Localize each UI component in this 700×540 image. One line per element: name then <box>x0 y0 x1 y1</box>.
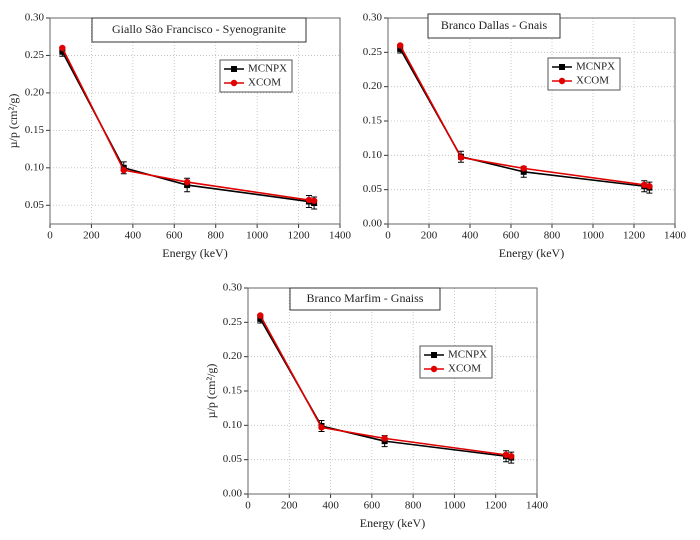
x-tick-label: 200 <box>421 230 438 242</box>
chart-title: Branco Marfim - Gnaiss <box>307 291 424 305</box>
y-tick-label: 0.20 <box>223 350 243 362</box>
marker <box>457 154 465 161</box>
x-tick-label: 800 <box>207 230 224 242</box>
marker <box>641 181 648 189</box>
x-tick-label: 1200 <box>485 500 508 512</box>
marker <box>257 312 264 319</box>
legend-label: MCNPX <box>576 61 615 73</box>
marker <box>381 435 388 442</box>
x-tick-label: 400 <box>462 230 479 242</box>
x-tick-label: 600 <box>364 500 381 512</box>
y-tick-label: 0.10 <box>25 161 45 173</box>
y-tick-label: 0.25 <box>363 46 383 58</box>
legend-label: MCNPX <box>248 63 287 75</box>
x-tick-label: 600 <box>503 230 520 242</box>
marker <box>507 453 515 460</box>
marker <box>396 42 404 49</box>
y-axis-label: µ/p (cm²/g) <box>6 94 20 149</box>
chart-title: Giallo São Francisco - Syenogranite <box>112 22 286 36</box>
marker <box>59 48 66 55</box>
chart: 0 200 400 600 800 1000 1200 1400 0.05 0.10 0.15 0.2… <box>6 12 352 260</box>
x-tick-label: 1400 <box>329 230 352 242</box>
series-line <box>259 315 512 458</box>
legend-label: XCOM <box>576 75 609 87</box>
x-axis-label: Energy (keV) <box>360 516 425 530</box>
chart: 0 200 400 600 800 1000 1200 1400 0.00 0.05 0.10 0.1… <box>204 282 549 530</box>
x-tick-label: 1000 <box>582 230 605 242</box>
marker <box>230 79 238 87</box>
y-tick-label: 0.10 <box>363 149 383 161</box>
y-tick-label: 0.15 <box>223 385 243 397</box>
x-tick-label: 200 <box>83 230 100 242</box>
marker <box>183 178 191 186</box>
legend-box <box>547 57 621 91</box>
y-tick-label: 0.05 <box>25 199 45 211</box>
y-tick-label: 0.00 <box>363 218 383 230</box>
y-tick-label: 0.00 <box>223 488 243 500</box>
x-tick-label: 1200 <box>623 230 646 242</box>
y-tick-label: 0.25 <box>25 49 45 61</box>
marker <box>305 196 313 204</box>
legend-box <box>219 59 293 93</box>
title-box <box>289 287 441 311</box>
y-tick-label: 0.05 <box>223 453 243 465</box>
y-tick-label: 0.15 <box>25 124 45 136</box>
y-tick-label: 0.30 <box>223 282 243 294</box>
chart-title: Branco Dallas - Gnais <box>441 18 548 32</box>
legend-label: XCOM <box>448 363 481 375</box>
x-tick-label: 0 <box>245 500 251 512</box>
title-box <box>427 13 561 39</box>
x-tick-label: 1400 <box>526 500 549 512</box>
marker <box>318 424 325 431</box>
title-box <box>91 17 307 43</box>
y-tick-label: 0.25 <box>223 316 243 328</box>
y-tick-label: 0.30 <box>363 12 383 24</box>
marker <box>397 45 404 52</box>
marker <box>520 168 527 175</box>
x-tick-label: 400 <box>322 500 339 512</box>
marker <box>59 44 66 52</box>
x-tick-label: 800 <box>544 230 561 242</box>
marker <box>431 352 437 358</box>
x-tick-label: 1000 <box>443 500 466 512</box>
x-axis-label: Energy (keV) <box>162 246 227 260</box>
legend-box <box>419 345 493 379</box>
y-tick-label: 0.10 <box>223 419 243 431</box>
x-tick-label: 0 <box>385 230 391 242</box>
marker <box>502 451 510 459</box>
y-axis-label: µ/p (cm²/g) <box>204 364 218 419</box>
x-axis-label: Energy (keV) <box>499 246 564 260</box>
y-tick-label: 0.05 <box>363 183 383 195</box>
legend-label: MCNPX <box>448 349 487 361</box>
x-tick-label: 600 <box>166 230 183 242</box>
marker <box>430 365 438 373</box>
x-tick-label: 0 <box>47 230 53 242</box>
y-tick-label: 0.20 <box>363 80 383 92</box>
legend-label: XCOM <box>248 77 281 89</box>
marker <box>558 77 566 85</box>
x-tick-label: 1400 <box>664 230 687 242</box>
x-tick-label: 800 <box>405 500 422 512</box>
marker <box>120 166 127 174</box>
marker <box>559 64 565 70</box>
marker <box>310 197 318 204</box>
plot-frame <box>49 17 341 225</box>
chart: 0 200 400 600 800 1000 1200 1400 0.00 0.05 0.10 0.1… <box>363 12 687 260</box>
x-tick-label: 200 <box>281 500 298 512</box>
y-tick-label: 0.15 <box>363 115 383 127</box>
y-tick-label: 0.20 <box>25 86 45 98</box>
x-tick-label: 1200 <box>288 230 311 242</box>
x-tick-label: 1000 <box>246 230 269 242</box>
marker <box>520 165 527 172</box>
y-tick-label: 0.30 <box>25 12 45 24</box>
marker <box>257 315 264 322</box>
marker <box>231 66 237 72</box>
x-tick-label: 400 <box>125 230 142 242</box>
marker <box>646 183 653 190</box>
